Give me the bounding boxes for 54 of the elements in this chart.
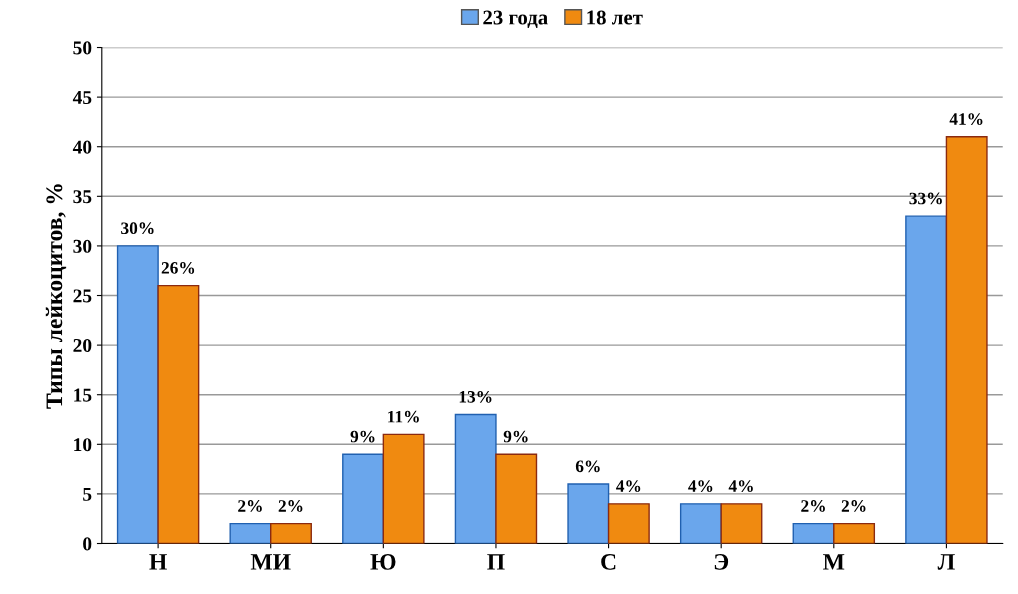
data-label: 4%: [688, 480, 713, 493]
x-tick-label: МИ: [250, 554, 291, 570]
y-tick-label: 50: [73, 41, 92, 55]
x-tick-label: М: [823, 554, 845, 570]
data-label: 2%: [801, 500, 825, 512]
y-tick-label: 15: [74, 388, 92, 402]
legend-label: 18 лет: [587, 10, 643, 25]
bar: [454, 413, 497, 544]
x-tick-label: Л: [937, 554, 955, 570]
y-tick-label: 5: [83, 487, 92, 501]
bar: [833, 522, 876, 544]
data-label: 4%: [616, 480, 641, 493]
data-label: 2%: [841, 500, 866, 512]
data-label: 41%: [949, 113, 983, 125]
data-label: 13%: [459, 390, 492, 403]
data-label: 2%: [278, 500, 303, 512]
y-axis-title: Типы лейкоцитов, %: [45, 184, 67, 409]
bar: [116, 245, 159, 544]
data-label: 6%: [575, 460, 600, 473]
y-tick-label: 45: [72, 91, 92, 105]
y-tick-label: 20: [73, 338, 92, 353]
bar: [945, 136, 988, 544]
x-tick-label: П: [487, 554, 505, 570]
data-label: 11%: [388, 410, 419, 423]
bar: [720, 503, 763, 544]
bar: [270, 522, 312, 544]
data-label: 9%: [503, 430, 528, 443]
legend-label: 23 года: [483, 10, 548, 28]
data-label: 26%: [161, 262, 195, 274]
y-tick-label: 35: [73, 190, 92, 204]
x-tick-label: Н: [149, 554, 167, 570]
data-label: 9%: [350, 430, 375, 443]
bar: [342, 453, 385, 544]
data-label: 2%: [238, 500, 262, 512]
x-tick-label: С: [601, 553, 616, 570]
y-tick-label: 10: [74, 438, 92, 452]
bar: [679, 503, 722, 544]
data-label: 4%: [728, 480, 753, 493]
bar: [495, 453, 538, 544]
bar: [607, 503, 650, 544]
y-tick-label: 0: [83, 537, 92, 551]
x-tick-label: Ю: [370, 553, 396, 570]
data-label: 33%: [909, 192, 942, 205]
y-tick-label: 40: [72, 140, 92, 154]
bar: [229, 522, 272, 544]
y-tick-label: 30: [73, 239, 92, 253]
bar: [157, 284, 200, 544]
bar: [382, 433, 425, 544]
bar: [567, 483, 610, 544]
data-label: 30%: [121, 222, 154, 235]
x-tick-label: Э: [714, 553, 729, 570]
bar: [905, 215, 948, 544]
y-tick-label: 25: [73, 289, 92, 303]
bar: [792, 522, 835, 544]
